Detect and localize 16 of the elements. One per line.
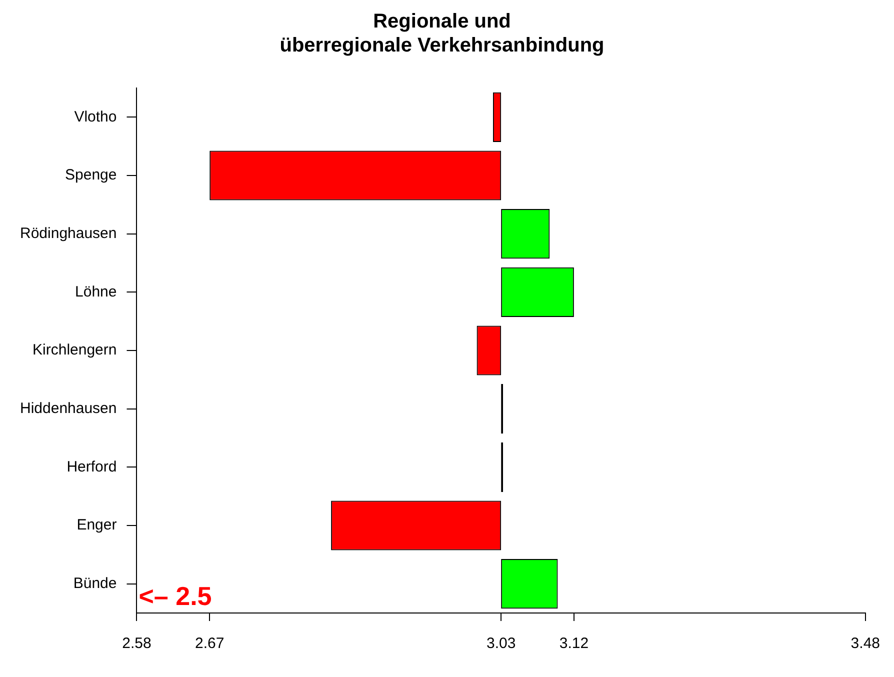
annotation: <– 2.5 [138,581,212,612]
y-tick-label: Rödinghausen [20,224,117,242]
x-tick-label: 2.58 [122,635,152,652]
y-tick-label: Bünde [73,574,117,592]
y-tick-label: Löhne [75,283,117,300]
x-tick-label: 3.03 [486,635,516,652]
y-tick-label: Herford [66,458,117,476]
y-tick-label: Spenge [65,166,117,184]
x-tick-label: 3.48 [850,635,880,652]
y-tick-label: Enger [76,516,117,534]
chart-title: Regionale und überregionale Verkehrsanbindung [280,10,604,57]
y-tick-label: Kirchlengern [32,342,117,359]
x-tick-label: 3.12 [559,635,589,652]
y-tick-label: Hiddenhausen [20,400,117,417]
x-tick-label: 2.67 [195,635,224,652]
y-tick-label: Vlotho [74,108,117,126]
